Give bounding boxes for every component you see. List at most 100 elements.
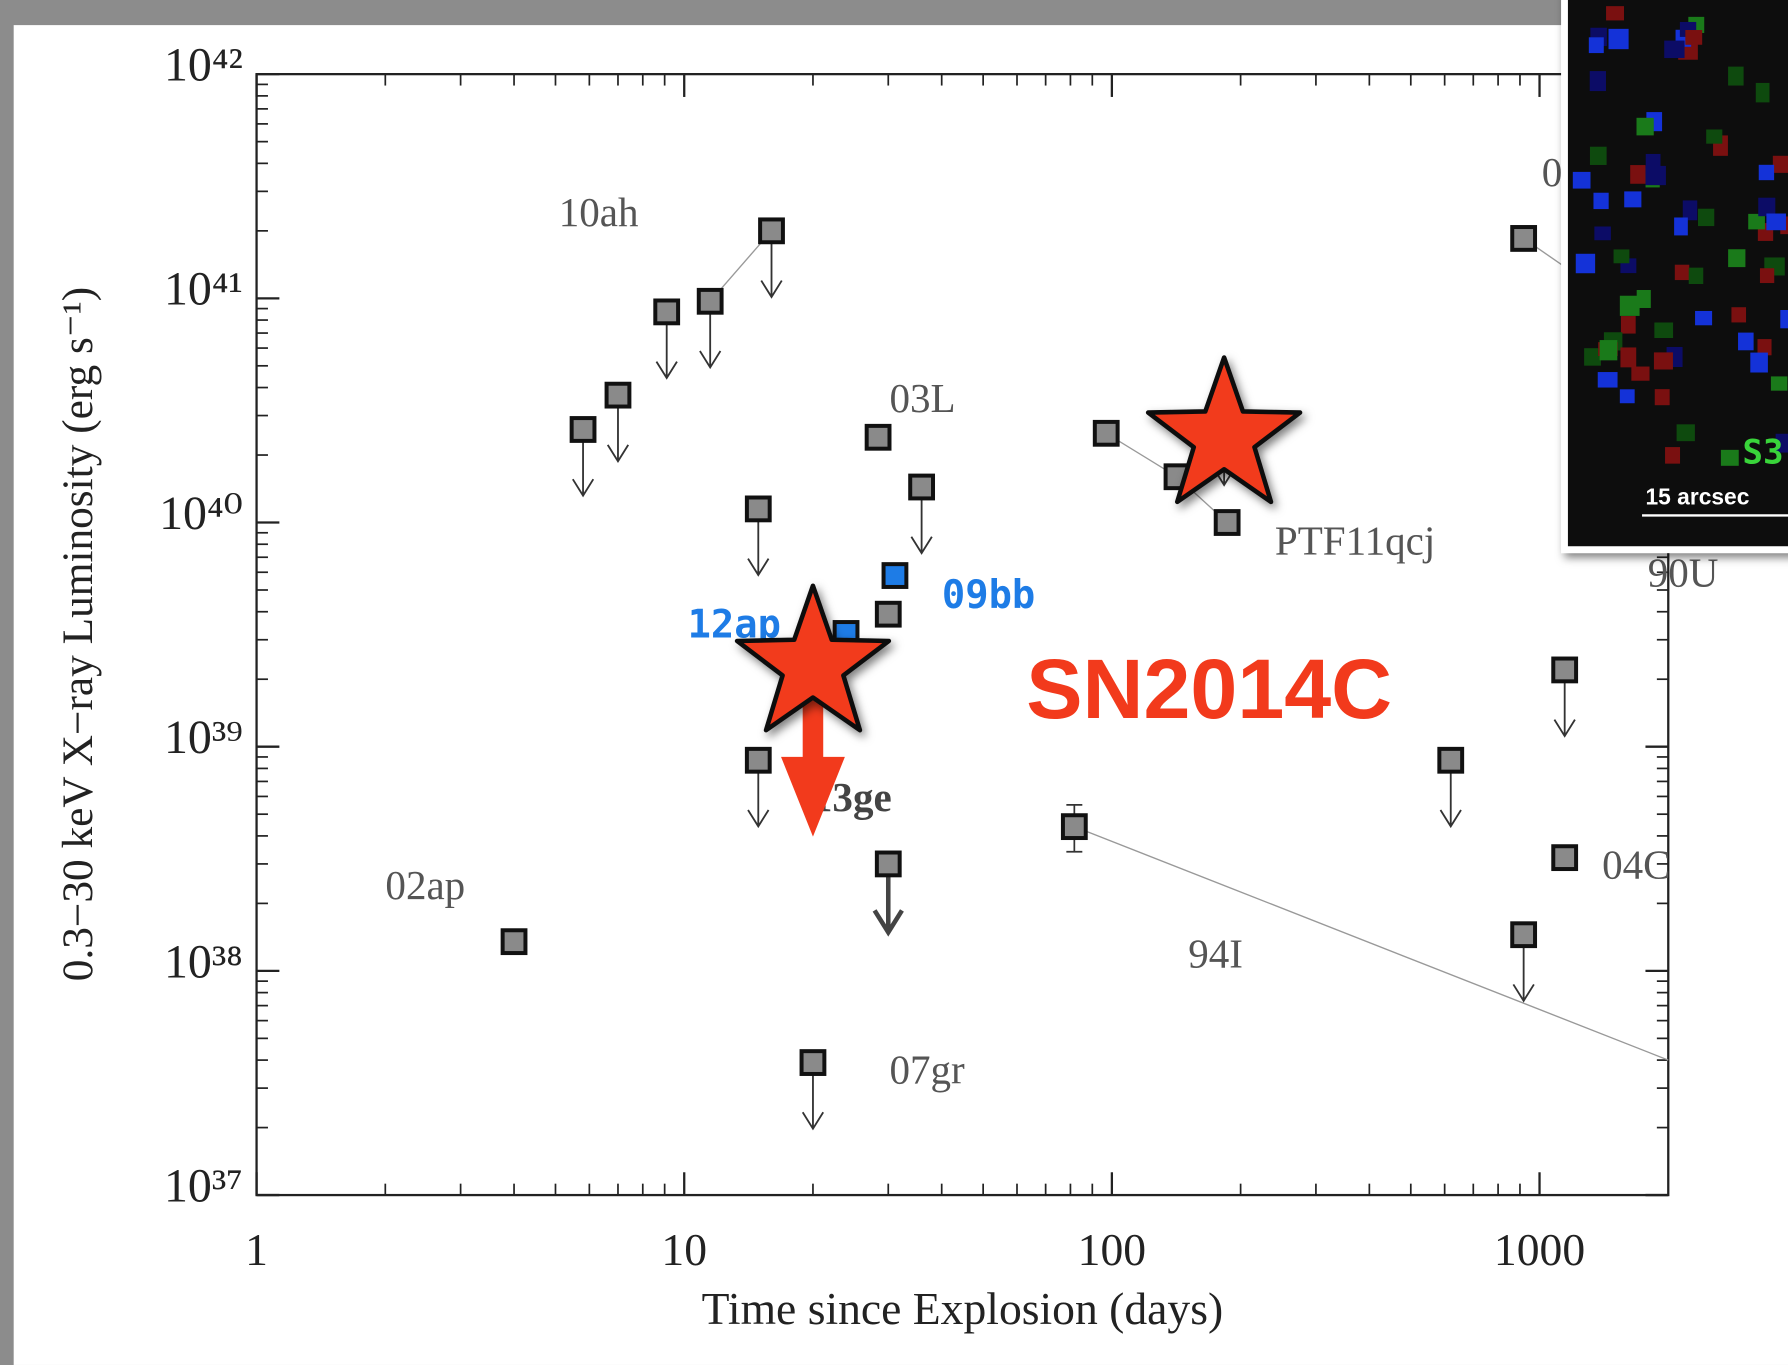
annotation: 90U (1648, 549, 1719, 595)
trend-line (1074, 825, 1669, 1061)
square-marker (799, 1049, 827, 1076)
annotation: PTF11qcj (1275, 518, 1435, 564)
inset-pixel (1588, 37, 1604, 54)
annotation: 15 arcsec (1645, 483, 1749, 509)
upper-limit-arrow (872, 875, 904, 937)
y-tick-label: 10³⁷ (164, 1159, 243, 1212)
square-marker (744, 495, 772, 523)
inset-pixel (1593, 192, 1609, 210)
inset-pixel (1750, 352, 1768, 373)
upper-limit-arrow (1512, 946, 1535, 1003)
square-marker (1551, 844, 1579, 872)
inset-pixel (1619, 389, 1635, 404)
upper-limit-arrow (910, 498, 933, 555)
inset-pixel (1748, 213, 1765, 230)
inset-pixel (1575, 253, 1596, 274)
inset-pixel (1738, 332, 1754, 351)
inset-pixel (1759, 268, 1775, 284)
inset-pixel (1572, 171, 1591, 189)
inset-pixel (1584, 348, 1601, 366)
inset-pixel (1674, 264, 1690, 281)
inset-pixel (1665, 447, 1681, 464)
annotation: 02ap (385, 862, 465, 908)
upper-limit-arrow (572, 440, 595, 498)
inset-pixel (1620, 347, 1637, 368)
x-tick-label: 1000 (1494, 1224, 1585, 1275)
inset-pixel (1589, 71, 1606, 92)
annotation: 94I (1188, 930, 1243, 976)
annotation: 04C (1602, 841, 1670, 887)
inset-pixel (1636, 289, 1651, 308)
inset-pixel (1619, 295, 1640, 316)
upper-limit-arrow (699, 312, 722, 370)
inset-pixel (1770, 376, 1788, 391)
square-marker (864, 423, 892, 451)
inset-pixel (1755, 82, 1770, 103)
square-marker (874, 600, 902, 628)
annotation: SN2014C (1026, 642, 1392, 736)
inset-pixel (1599, 340, 1618, 361)
inset-pixel (1630, 165, 1646, 184)
inset-pixel (1728, 66, 1744, 86)
inset-pixel (1697, 208, 1715, 227)
inset-image (1561, 0, 1788, 554)
square-marker (569, 416, 597, 443)
square-marker (881, 562, 909, 589)
inset-pixel (1720, 449, 1739, 466)
upper-limit-arrow (747, 771, 770, 829)
upper-limit-arrow (655, 323, 678, 380)
square-marker (744, 746, 772, 774)
x-tick-label: 1 (245, 1224, 268, 1275)
square-marker (874, 850, 902, 878)
panel (13, 25, 1788, 1365)
square-marker (604, 381, 632, 409)
plot-frame (255, 73, 1670, 1197)
inset-pixel (1674, 217, 1688, 236)
annotation: S3 (1742, 432, 1783, 472)
inset-pixel (1624, 191, 1642, 208)
annotation: 10ah (559, 189, 639, 235)
upper-limit-arrow (747, 520, 770, 577)
inset-pixel (1772, 155, 1788, 173)
square-marker (653, 298, 681, 326)
square-marker (696, 287, 724, 315)
inset-pixel (1685, 30, 1703, 45)
inset-pixel (1706, 129, 1723, 144)
inset-pixel (1695, 310, 1713, 326)
inset-pixel (1780, 310, 1788, 329)
square-marker (1213, 509, 1241, 536)
inset-pixel (1757, 339, 1772, 356)
star-marker (1145, 355, 1303, 505)
inset-pixel (1676, 424, 1695, 442)
inset-pixel (1631, 366, 1650, 381)
x-axis-label: Time since Explosion (days) (702, 1283, 1224, 1334)
square-marker (1060, 813, 1088, 841)
star-marker (734, 583, 892, 733)
annotation: 09bb (942, 573, 1035, 618)
square-marker (758, 217, 785, 245)
inset-pixel (1589, 146, 1607, 165)
annotation: 0 (1542, 149, 1563, 195)
upper-limit-arrow (1439, 771, 1462, 829)
upper-limit-arrow (781, 665, 845, 837)
inset-pixel (1688, 267, 1704, 284)
square-marker (1551, 656, 1579, 684)
inset-pixel (1728, 249, 1746, 268)
y-tick-label: 10⁴¹ (164, 263, 243, 316)
y-tick-label: 10⁴⁰ (159, 487, 243, 540)
inset-pixel (1654, 389, 1670, 406)
upper-limit-arrow (1553, 681, 1576, 738)
inset-pixel (1654, 322, 1674, 339)
inset-pixel (1636, 117, 1654, 136)
upper-limit-arrow (606, 406, 630, 463)
inset-pixel (1731, 307, 1747, 323)
inset-pixel (1608, 28, 1629, 50)
inset-pixel (1758, 164, 1775, 181)
inset-pixel (1606, 6, 1625, 21)
y-axis-label: 0.3−30 keV X−ray Luminosity (erg s⁻¹) (54, 287, 102, 981)
square-marker (500, 928, 528, 956)
square-marker (1092, 419, 1120, 447)
x-tick-label: 10 (661, 1224, 707, 1275)
y-tick-label: 10³⁸ (164, 935, 243, 988)
